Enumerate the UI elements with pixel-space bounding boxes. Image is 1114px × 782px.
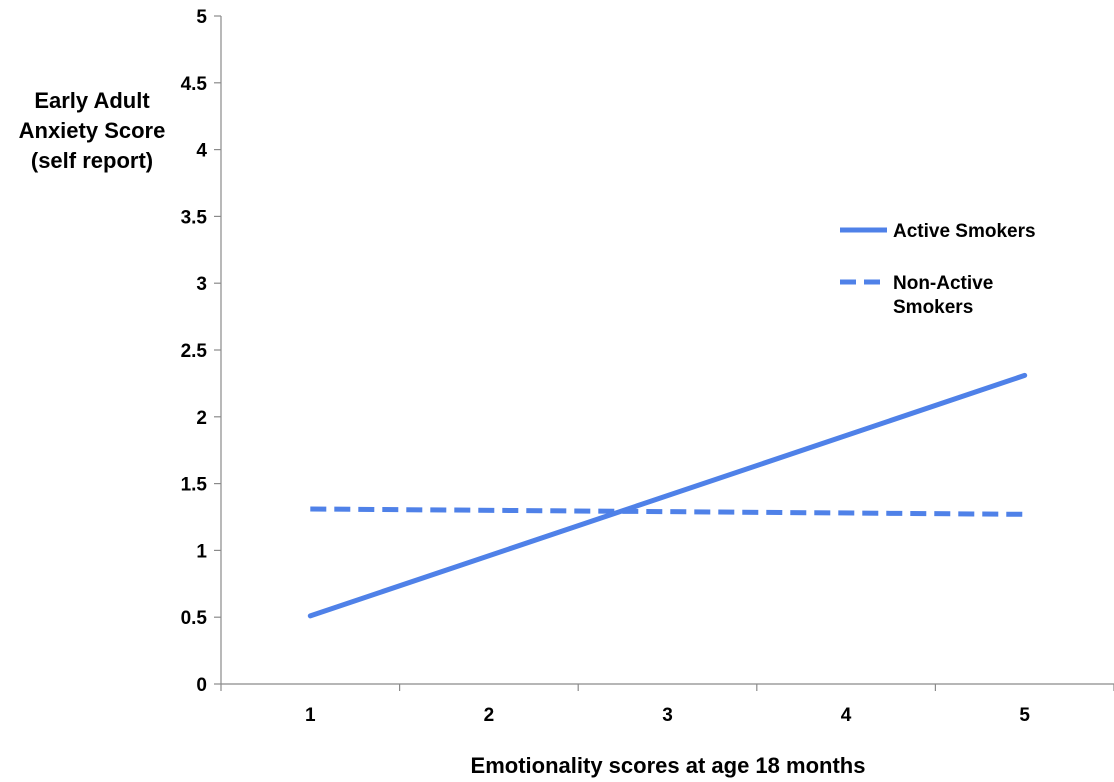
y-tick-label: 4 [196,141,207,162]
y-axis: 0 0.5 1 1.5 2 2.5 3 3.5 4 4.5 5 [181,7,222,696]
y-tick-label: 0 [196,675,207,696]
y-tick-label: 4.5 [181,74,208,95]
y-tick-label: 2 [196,408,207,429]
y-tick-label: 3.5 [181,207,208,228]
legend-label-2: Non-Active Smokers [893,273,993,318]
y-tick-label: 1.5 [181,475,208,496]
x-axis-title: Emotionality scores at age 18 months [471,753,866,778]
legend: Active Smokers Non-Active Smokers [840,221,1036,318]
x-tick-label: 4 [841,705,852,726]
series-line-1 [307,372,1028,619]
x-tick-label: 1 [305,705,316,726]
legend-label-1: Active Smokers [893,221,1036,242]
y-tick-label: 1 [196,541,207,562]
y-tick-label: 2.5 [181,341,208,362]
y-axis-title: Early Adult Anxiety Score (self report) [19,88,166,173]
y-tick-label: 0.5 [181,608,208,629]
series-line-2 [310,506,1025,517]
x-axis: 1 2 3 4 5 [220,683,1114,726]
y-tick-label: 3 [196,274,207,295]
x-tick-label: 3 [662,705,673,726]
series-layer [307,372,1028,619]
y-tick-label: 5 [196,7,207,28]
x-tick-label: 2 [484,705,495,726]
x-tick-label: 5 [1019,705,1030,726]
